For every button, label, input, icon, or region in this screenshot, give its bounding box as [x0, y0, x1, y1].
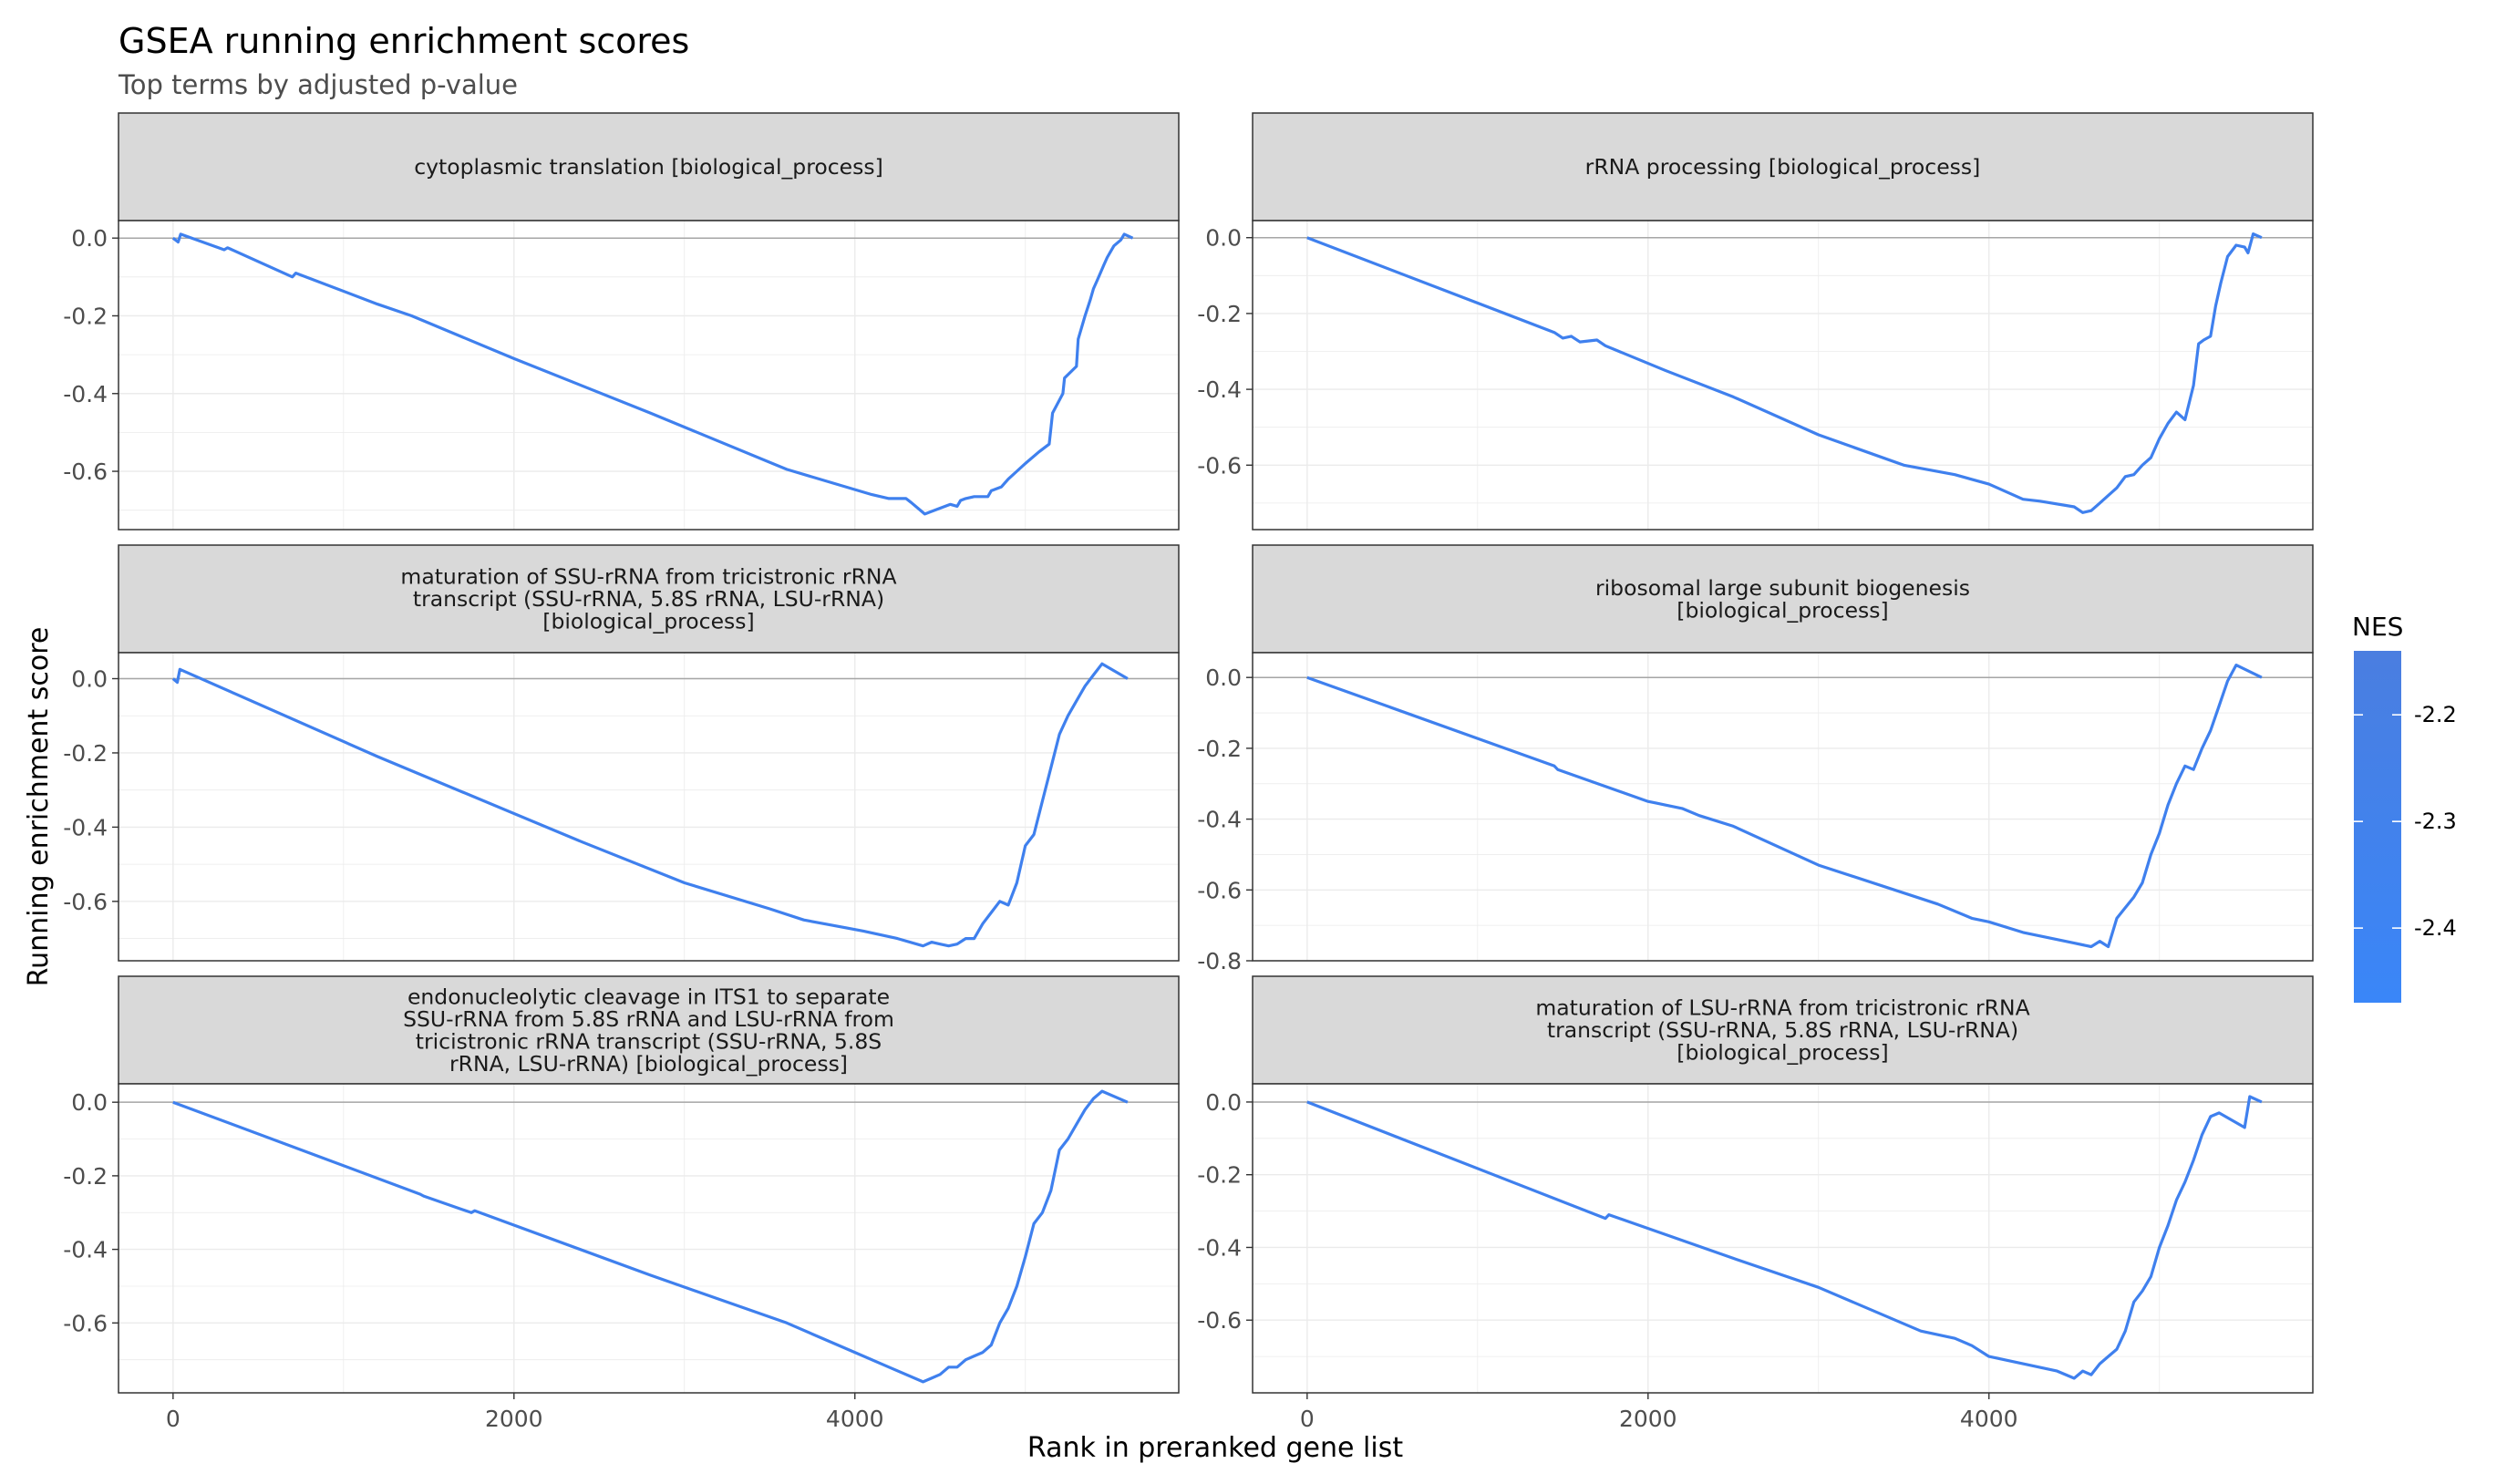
- facet-strip-label: [biological_process]: [1676, 597, 1888, 623]
- nes-colorbar: [2354, 651, 2401, 1003]
- legend-tick-label: -2.3: [2414, 809, 2457, 834]
- y-tick-label: -0.6: [1197, 1307, 1242, 1334]
- x-tick-label: 2000: [1619, 1406, 1677, 1432]
- facet-panels: cytoplasmic translation [biological_proc…: [63, 112, 2314, 1432]
- facet-panel-1: cytoplasmic translation [biological_proc…: [63, 112, 1180, 531]
- x-tick-label: 0: [1300, 1406, 1315, 1432]
- y-tick-label: 0.0: [71, 666, 108, 693]
- facet-strip-label: transcript (SSU-rRNA, 5.8S rRNA, LSU-rRN…: [413, 586, 884, 612]
- y-tick-label: -0.6: [63, 889, 108, 915]
- facet-strip: [1252, 112, 2314, 222]
- y-tick-label: -0.2: [63, 1163, 108, 1190]
- facet-panel-6: maturation of LSU-rRNA from tricistronic…: [1197, 975, 2314, 1432]
- facet-strip-label: rRNA, LSU-rRNA) [biological_process]: [449, 1051, 848, 1077]
- panel-border: [1252, 652, 2314, 962]
- y-tick-label: 0.0: [71, 225, 108, 252]
- panel-background: [1253, 221, 2313, 530]
- panel-background: [119, 1084, 1179, 1393]
- y-tick-label: 0.0: [1205, 665, 1242, 691]
- y-tick-label: 0.0: [1205, 1089, 1242, 1116]
- y-tick-label: 0.0: [1205, 225, 1242, 252]
- y-tick-label: -0.4: [63, 381, 108, 407]
- facet-strip-label: maturation of LSU-rRNA from tricistronic…: [1535, 995, 2029, 1021]
- panel-border: [118, 1083, 1180, 1394]
- y-tick-label: -0.4: [63, 1237, 108, 1263]
- x-tick-label: 2000: [485, 1406, 543, 1432]
- y-tick-label: -0.2: [1197, 301, 1242, 327]
- facet-strip: [1252, 544, 2314, 654]
- facet-strip-label: [biological_process]: [542, 609, 754, 634]
- y-tick-label: -0.4: [1197, 1234, 1242, 1261]
- panel-background: [119, 221, 1179, 530]
- facet-strip-label: SSU-rRNA from 5.8S rRNA and LSU-rRNA fro…: [403, 1006, 894, 1032]
- facet-panel-5: endonucleolytic cleavage in ITS1 to sepa…: [63, 975, 1180, 1432]
- legend-tick-label: -2.4: [2414, 915, 2457, 941]
- enrichment-score-line: [1306, 663, 2263, 949]
- legend-ticks: -2.2 -2.3 -2.4: [2354, 702, 2457, 941]
- facet-panel-2: rRNA processing [biological_process] 0.0 -…: [1197, 112, 2314, 531]
- enrichment-score-line: [1306, 232, 2263, 514]
- facet-strip-label: transcript (SSU-rRNA, 5.8S rRNA, LSU-rRN…: [1547, 1017, 2018, 1043]
- y-tick-label: -0.2: [1197, 736, 1242, 762]
- panel-border: [118, 220, 1180, 531]
- facet-strip: [118, 975, 1180, 1085]
- facet-panel-4: ribosomal large subunit biogenesis[biolo…: [1197, 544, 2314, 974]
- x-tick-label: 0: [166, 1406, 181, 1432]
- facet-strip: [118, 112, 1180, 222]
- y-tick-label: -0.2: [63, 303, 108, 329]
- facet-strip-label: [biological_process]: [1676, 1040, 1888, 1066]
- nes-legend: NES -2.2 -2.3 -2.4: [2352, 612, 2457, 1003]
- panel-border: [1252, 220, 2314, 531]
- chart-title: GSEA running enrichment scores: [119, 21, 689, 61]
- panel-border: [118, 652, 1180, 962]
- y-tick-label: -0.4: [1197, 807, 1242, 833]
- facet-strip-label: tricistronic rRNA transcript (SSU-rRNA, …: [416, 1028, 882, 1054]
- facet-strip: [118, 544, 1180, 654]
- y-tick-label: -0.2: [1197, 1162, 1242, 1189]
- facet-panel-3: maturation of SSU-rRNA from tricistronic…: [63, 544, 1180, 962]
- chart-subtitle: Top terms by adjusted p-value: [118, 69, 518, 100]
- facet-strip-label: rRNA processing [biological_process]: [1585, 154, 1981, 180]
- legend-tick-label: -2.2: [2414, 702, 2457, 727]
- facet-strip-label: ribosomal large subunit biogenesis: [1595, 575, 1970, 601]
- facet-strip: [1252, 975, 2314, 1085]
- facet-strip-label: endonucleolytic cleavage in ITS1 to sepa…: [408, 984, 890, 1009]
- x-tick-label: 4000: [826, 1406, 884, 1432]
- y-tick-label: -0.4: [63, 814, 108, 840]
- x-axis-title: Rank in preranked gene list: [1027, 1432, 1403, 1464]
- enrichment-score-line: [171, 662, 1129, 948]
- y-tick-label: 0.0: [71, 1089, 108, 1116]
- facet-strip-label: cytoplasmic translation [biological_proc…: [414, 154, 883, 180]
- y-tick-label: -0.6: [1197, 452, 1242, 479]
- y-tick-label: -0.6: [63, 1310, 108, 1336]
- legend-title: NES: [2352, 612, 2403, 642]
- panel-border: [1252, 1083, 2314, 1394]
- y-tick-label: -0.6: [1197, 877, 1242, 903]
- y-axis-title: Running enrichment score: [23, 627, 55, 987]
- enrichment-score-line: [171, 232, 1134, 516]
- y-tick-label: -0.8: [1197, 948, 1242, 974]
- y-tick-label: -0.2: [63, 740, 108, 767]
- x-tick-label: 4000: [1960, 1406, 2018, 1432]
- facet-strip-label: maturation of SSU-rRNA from tricistronic…: [400, 564, 896, 590]
- panel-background: [1253, 653, 2313, 961]
- enrichment-score-line: [1306, 1095, 2263, 1380]
- panel-background: [119, 653, 1179, 961]
- enrichment-score-line: [172, 1089, 1129, 1384]
- panel-background: [1253, 1084, 2313, 1393]
- y-tick-label: -0.6: [63, 459, 108, 485]
- y-tick-label: -0.4: [1197, 376, 1242, 403]
